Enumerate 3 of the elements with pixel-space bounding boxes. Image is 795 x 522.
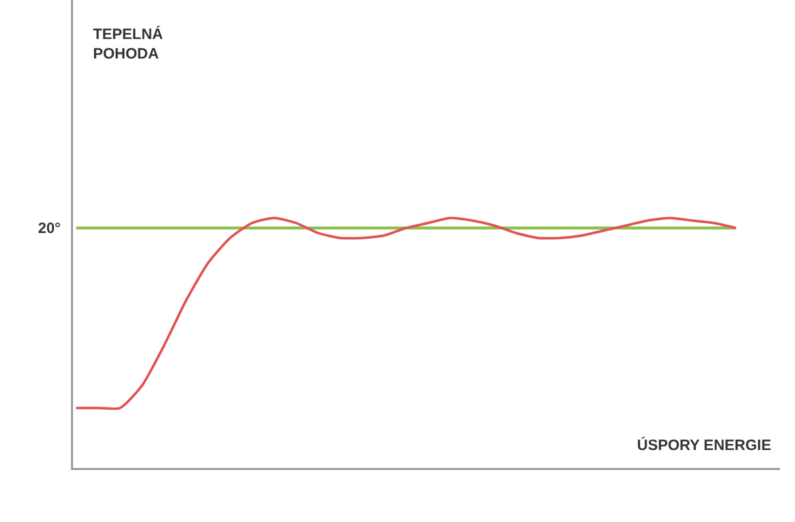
text: TEPELNÁ POHODA: [93, 25, 164, 62]
text: 20°: [38, 220, 61, 237]
x-axis-title: ÚSPORY ENERGIE: [637, 436, 772, 454]
